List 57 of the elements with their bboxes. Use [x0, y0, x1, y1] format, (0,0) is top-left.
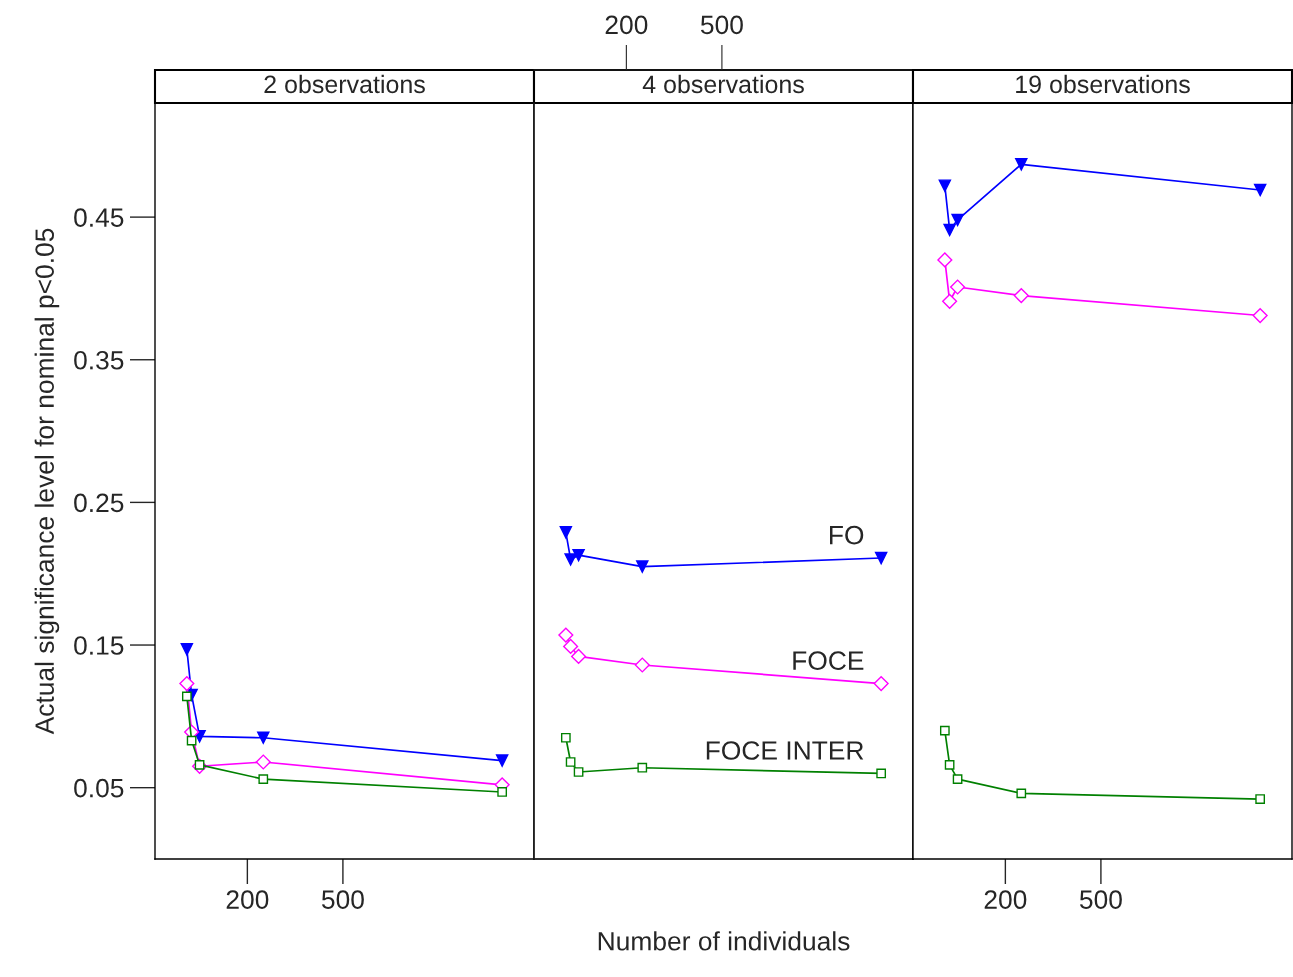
point — [937, 252, 953, 268]
point — [944, 759, 955, 770]
point — [258, 774, 269, 784]
x-tick-label: 200 — [226, 890, 269, 909]
point — [1255, 794, 1266, 804]
point — [634, 657, 650, 673]
point — [637, 762, 648, 773]
point — [876, 768, 887, 779]
point — [1016, 788, 1027, 799]
point — [874, 551, 888, 565]
x-axis-title: Number of individuals — [598, 931, 850, 951]
x-tick-label: 200 — [984, 890, 1027, 909]
x2-tick-label: 500 — [700, 15, 743, 35]
point — [564, 553, 577, 566]
point — [257, 731, 270, 745]
series-label: FOCE — [793, 651, 864, 670]
point — [636, 560, 649, 573]
point — [942, 293, 958, 309]
point — [571, 648, 587, 665]
point — [1253, 183, 1267, 197]
point — [938, 179, 952, 192]
point — [558, 627, 574, 643]
y-tick-label: 0.05 — [74, 778, 124, 798]
point — [952, 774, 963, 784]
y-tick-label: 0.25 — [74, 493, 124, 513]
point — [572, 548, 585, 562]
y-tick-label: 0.15 — [74, 636, 124, 655]
y-tick-label: 0.35 — [74, 350, 124, 370]
point — [951, 213, 964, 227]
chart-title: 2 observations — [264, 74, 425, 94]
point — [873, 675, 889, 692]
y-tick-label: 0.45 — [74, 208, 124, 227]
point — [560, 732, 571, 743]
point — [950, 279, 966, 295]
point — [1015, 158, 1028, 171]
x-tick-label: 500 — [321, 890, 364, 909]
point — [495, 754, 509, 767]
series-label: FO — [830, 525, 864, 545]
point — [1013, 287, 1029, 304]
point — [497, 787, 508, 797]
x2-tick-label: 200 — [605, 15, 648, 35]
y-axis-title: Actual significance level for nominal p<0.05 — [34, 228, 60, 735]
point — [1252, 307, 1268, 324]
point — [181, 691, 192, 702]
chart-title: 4 observations — [642, 74, 804, 94]
point — [939, 725, 950, 736]
point — [180, 643, 194, 656]
series-label: FOCE INTER — [706, 741, 864, 760]
point — [255, 754, 271, 770]
point — [565, 757, 576, 767]
point — [563, 638, 579, 655]
x-tick-label: 500 — [1079, 890, 1122, 909]
chart-title: 19 observations — [1016, 74, 1190, 94]
point — [943, 223, 956, 237]
point — [573, 767, 584, 777]
point — [559, 526, 573, 539]
point — [179, 675, 195, 692]
